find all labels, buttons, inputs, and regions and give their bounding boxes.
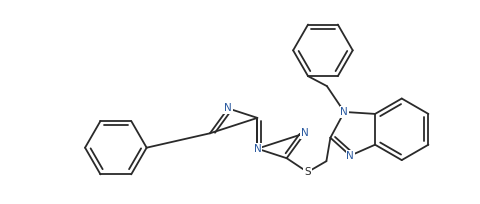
Text: N: N xyxy=(253,144,261,154)
Text: N: N xyxy=(347,151,354,161)
Text: N: N xyxy=(224,103,232,113)
Text: N: N xyxy=(340,107,348,117)
Text: S: S xyxy=(304,167,311,177)
Text: S: S xyxy=(254,144,261,154)
Text: N: N xyxy=(301,128,309,138)
